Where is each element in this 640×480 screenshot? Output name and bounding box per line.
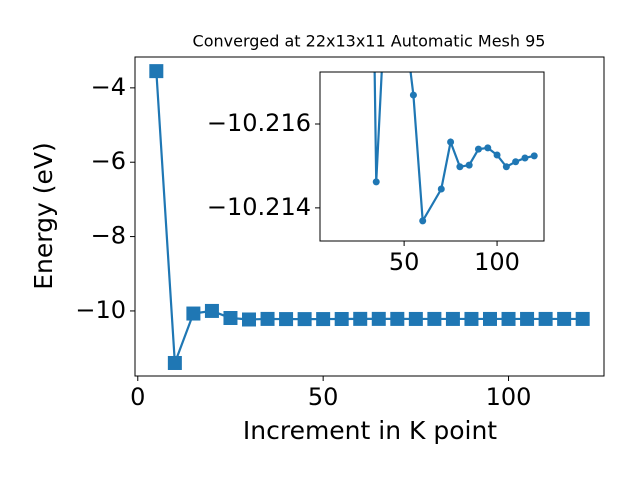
- data-marker: [334, 311, 349, 326]
- data-marker: [530, 152, 538, 160]
- data-marker: [149, 64, 164, 79]
- data-marker: [353, 311, 368, 326]
- data-marker: [419, 217, 427, 225]
- data-marker: [372, 178, 380, 186]
- y-tick-label: −10: [75, 296, 126, 324]
- data-marker: [401, 16, 408, 23]
- data-marker: [501, 311, 516, 326]
- y-tick-label: −10.214: [207, 193, 311, 221]
- data-marker: [204, 303, 219, 318]
- data-marker: [575, 311, 590, 326]
- data-marker: [445, 311, 460, 326]
- data-marker: [521, 154, 529, 162]
- data-marker: [297, 312, 312, 327]
- x-tick-label: 0: [130, 383, 145, 411]
- x-tick-label: 50: [308, 383, 339, 411]
- data-marker: [456, 163, 464, 171]
- data-marker: [390, 311, 405, 326]
- data-marker: [474, 145, 482, 153]
- plot-content: [372, 16, 538, 225]
- data-marker: [316, 312, 331, 327]
- data-marker: [557, 311, 572, 326]
- x-tick-label: 50: [389, 248, 420, 276]
- x-axis-label: Increment in K point: [243, 416, 497, 445]
- data-marker: [427, 311, 442, 326]
- data-marker: [538, 311, 553, 326]
- data-marker: [493, 151, 501, 159]
- data-marker: [279, 312, 294, 327]
- data-marker: [512, 158, 520, 166]
- x-tick-label: 100: [474, 248, 520, 276]
- data-marker: [371, 311, 386, 326]
- data-marker: [464, 311, 479, 326]
- data-marker: [520, 311, 535, 326]
- data-marker: [465, 161, 473, 169]
- axes-frame: [134, 56, 605, 377]
- data-marker: [482, 311, 497, 326]
- chart-title: Converged at 22x13x11 Automatic Mesh 95: [193, 32, 546, 51]
- data-marker: [437, 185, 445, 193]
- data-marker: [447, 138, 455, 146]
- data-marker: [260, 311, 275, 326]
- plot-content: [149, 64, 590, 370]
- x-tick-label: 100: [486, 383, 532, 411]
- data-marker: [502, 163, 510, 171]
- y-tick-label: −8: [91, 222, 126, 250]
- y-tick-label: −6: [91, 147, 126, 175]
- data-marker: [242, 312, 257, 327]
- y-tick-label: −10.216: [207, 109, 311, 137]
- data-marker: [167, 355, 182, 370]
- data-marker: [408, 311, 423, 326]
- axes: 50 100 −10.216 −10.214: [207, 16, 545, 276]
- y-tick-label: −4: [91, 73, 126, 101]
- axes-frame: [319, 71, 545, 242]
- data-marker: [186, 306, 201, 321]
- plot-area: [320, 72, 544, 241]
- y-axis-label: Energy (eV): [29, 142, 58, 289]
- data-marker: [223, 311, 238, 325]
- data-marker: [484, 144, 492, 152]
- data-marker: [409, 91, 417, 99]
